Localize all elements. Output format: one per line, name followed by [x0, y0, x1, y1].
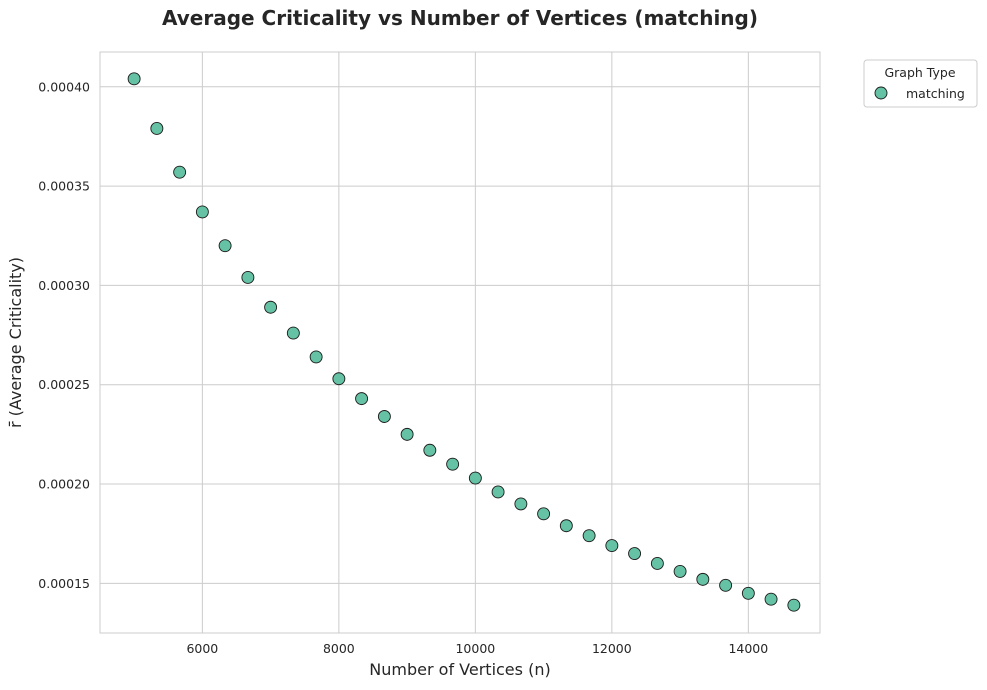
data-point: [309, 350, 323, 364]
legend: Graph Type matching: [863, 59, 978, 108]
data-point: [355, 392, 369, 406]
data-point: [218, 239, 232, 253]
data-point: [264, 300, 278, 314]
data-point: [491, 485, 505, 499]
y-tick-label: 0.00015: [38, 576, 90, 591]
data-point: [537, 507, 551, 521]
data-point: [514, 497, 528, 511]
data-point: [741, 586, 755, 600]
data-point: [332, 372, 346, 386]
legend-box: [863, 59, 978, 108]
data-point: [127, 72, 141, 86]
data-point: [696, 572, 710, 586]
data-point: [446, 457, 460, 471]
x-tick-label: 14000: [728, 641, 768, 656]
y-tick-label: 0.00030: [38, 278, 90, 293]
y-tick-label: 0.00035: [38, 179, 90, 194]
data-point: [286, 326, 300, 340]
legend-title: Graph Type: [884, 65, 955, 80]
y-tick-labels: 0.00015 0.00020 0.00025 0.00030 0.00035 0.000…: [38, 79, 90, 591]
data-point: [468, 471, 482, 485]
data-point: [195, 205, 209, 219]
data-point: [673, 564, 687, 578]
y-tick-label: 0.00040: [38, 79, 90, 94]
x-axis-label: Number of Vertices (n): [369, 660, 550, 679]
data-point: [377, 410, 391, 423]
plot-frame: [99, 51, 821, 634]
data-points: [127, 72, 801, 612]
data-point: [582, 529, 596, 543]
data-point: [559, 519, 573, 533]
y-tick-label: 0.00020: [38, 477, 90, 492]
data-point: [605, 539, 619, 553]
data-point: [650, 557, 664, 570]
legend-entry-matching: matching: [906, 86, 965, 101]
x-tick-label: 12000: [592, 641, 632, 656]
data-point: [423, 443, 437, 457]
data-point: [241, 270, 255, 284]
data-point: [719, 578, 733, 592]
chart-title: Average Criticality vs Number of Vertice…: [162, 6, 758, 30]
data-point: [628, 547, 642, 560]
y-tick-label: 0.00025: [38, 377, 90, 392]
x-tick-labels: 6000 8000 10000 12000 14000: [186, 641, 768, 656]
y-axis-label: r̄ (Average Criticality): [6, 257, 25, 428]
x-tick-label: 6000: [186, 641, 218, 656]
data-point: [787, 598, 801, 612]
data-point: [150, 122, 164, 135]
x-tick-label: 10000: [455, 641, 495, 656]
data-point: [173, 165, 187, 179]
data-point: [764, 592, 778, 606]
grid-layer: [100, 52, 820, 633]
x-tick-label: 8000: [323, 641, 355, 656]
legend-marker: [874, 86, 888, 100]
data-point: [400, 427, 414, 441]
